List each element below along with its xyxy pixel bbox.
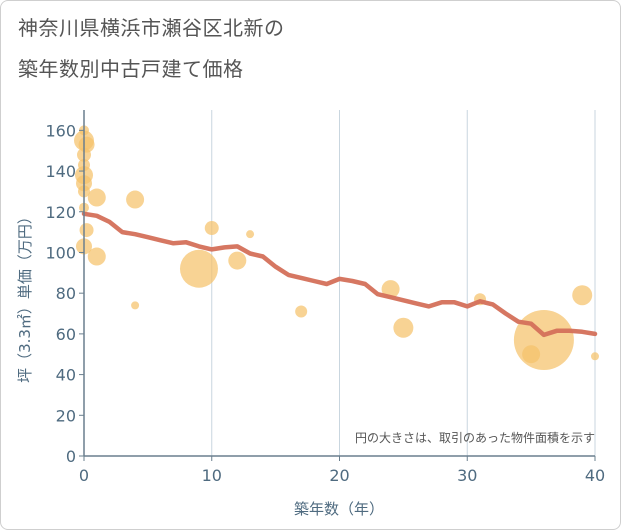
grid-lines — [211, 110, 596, 456]
bubble-point — [87, 188, 106, 207]
bubble-point — [228, 251, 247, 270]
y-tick-label: 0 — [66, 447, 76, 466]
trend-line-group — [81, 211, 598, 338]
bubble-point — [295, 305, 308, 318]
bubble-point — [513, 309, 574, 370]
bubbles — [74, 125, 599, 370]
bubble-point — [572, 285, 593, 306]
size-annotation: 円の大きさは、取引のあった物件面積を示す — [355, 430, 595, 445]
axes: 0 20 40 60 80 100 120 140 160 0 10 20 30 40 — [45, 110, 605, 485]
bubble-point — [204, 221, 219, 236]
y-tick-label: 40 — [56, 366, 76, 385]
chart-title-line2: 築年数別中古戸建て価格 — [18, 57, 244, 81]
x-tick-label: 40 — [585, 466, 605, 485]
y-tick-label: 80 — [56, 284, 76, 303]
y-tick-label: 20 — [56, 406, 76, 425]
bubble-point — [179, 249, 218, 288]
y-tick-label: 160 — [45, 121, 76, 140]
bubble-point — [126, 190, 145, 209]
chart-title-line1: 神奈川県横浜市瀬谷区北新の — [18, 16, 285, 40]
x-tick-label: 20 — [329, 466, 349, 485]
x-tick-label: 0 — [79, 466, 89, 485]
y-tick-label: 120 — [45, 203, 76, 222]
bubble-point — [87, 247, 106, 266]
x-tick-label: 10 — [202, 466, 222, 485]
y-tick-label: 60 — [56, 325, 76, 344]
bubble-point — [79, 223, 94, 238]
y-axis-label: 坪（3.3㎡）単価（万円） — [16, 209, 34, 383]
bubble-point — [393, 317, 414, 338]
x-tick-label: 30 — [457, 466, 477, 485]
bubble-point — [246, 230, 255, 239]
x-axis-label: 築年数（年） — [294, 500, 384, 518]
y-tick-label: 100 — [45, 243, 76, 262]
bubble-point — [591, 352, 599, 361]
bubble-point — [381, 280, 400, 299]
trend-line — [81, 211, 598, 338]
y-tick-label: 140 — [45, 162, 76, 181]
bubble-point — [131, 301, 140, 310]
